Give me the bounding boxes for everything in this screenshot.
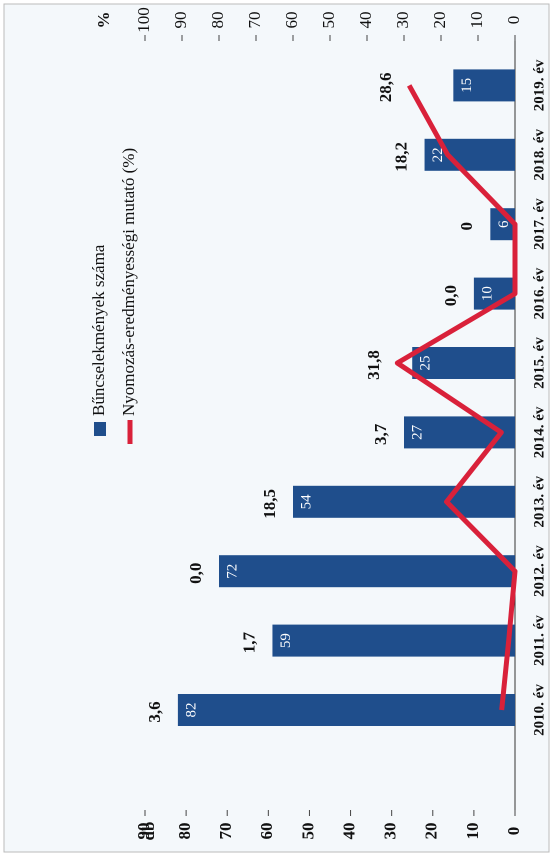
line-value-label: 3,7 xyxy=(371,423,390,445)
x-tick-label: 2015. év xyxy=(531,337,547,389)
bar-value-label: 22 xyxy=(430,147,446,162)
y-axis-label: db xyxy=(139,822,158,841)
y-tick-label: 60 xyxy=(257,823,276,840)
x-tick-label: 2010. év xyxy=(531,684,547,736)
line-value-label: 0,0 xyxy=(186,563,205,584)
line-value-label: 28,6 xyxy=(376,73,395,103)
y-tick-label: 80 xyxy=(175,823,194,840)
y-tick-label: 0 xyxy=(504,827,523,836)
bar-value-label: 59 xyxy=(278,633,294,648)
bar-value-label: 6 xyxy=(496,220,512,228)
bar-value-label: 25 xyxy=(418,356,434,371)
y2-tick-label: 80 xyxy=(208,12,227,29)
y2-tick-label: 70 xyxy=(245,12,264,29)
bar xyxy=(412,347,516,379)
x-tick-label: 2011. év xyxy=(531,615,547,666)
x-tick-label: 2013. év xyxy=(531,475,547,527)
rotated-chart: db % 01020304050607080900102030405060708… xyxy=(89,7,548,840)
line-value-label: 3,6 xyxy=(145,701,164,722)
bar-value-label: 72 xyxy=(224,564,240,579)
y-tick-label: 50 xyxy=(298,823,317,840)
y-tick-label: 30 xyxy=(381,823,400,840)
bar-value-label: 54 xyxy=(298,494,314,510)
y-tick-label: 90 xyxy=(134,823,153,840)
line-value-label: 1,7 xyxy=(239,631,258,653)
y2-axis-label: % xyxy=(94,12,113,29)
x-tick-label: 2014. év xyxy=(531,406,547,458)
x-tick-label: 2018. év xyxy=(531,128,547,180)
bar xyxy=(219,555,515,588)
y2-tick-label: 60 xyxy=(282,12,301,29)
bar-value-label: 10 xyxy=(479,286,495,301)
y2-tick-label: 10 xyxy=(467,12,486,29)
x-tick-label: 2012. év xyxy=(531,545,547,597)
y-tick-label: 10 xyxy=(463,823,482,840)
y-tick-label: 20 xyxy=(422,823,441,840)
legend-label: Nyomozás-eredményességi mutató (%) xyxy=(119,148,138,416)
y-tick-label: 70 xyxy=(216,823,235,840)
legend-swatch xyxy=(94,422,106,436)
y2-tick-label: 30 xyxy=(393,12,412,29)
line-value-label: 0,0 xyxy=(441,285,460,306)
bar xyxy=(272,624,516,657)
bar-value-label: 15 xyxy=(459,78,475,93)
bar-value-label: 27 xyxy=(409,424,425,440)
y2-tick-label: 100 xyxy=(134,7,153,33)
bar xyxy=(424,138,515,171)
line-value-label: 31,8 xyxy=(364,350,383,380)
bar xyxy=(177,694,515,726)
line-value-label: 18,2 xyxy=(391,142,410,172)
y2-tick-label: 50 xyxy=(319,12,338,29)
y-tick-label: 40 xyxy=(339,823,358,840)
bar xyxy=(293,485,515,518)
y2-tick-label: 0 xyxy=(504,16,523,25)
line xyxy=(394,84,518,711)
bar-value-label: 82 xyxy=(183,703,199,718)
x-tick-label: 2017. év xyxy=(531,198,547,250)
line-value-label: 18,5 xyxy=(260,489,279,519)
y2-tick-label: 90 xyxy=(171,12,190,29)
x-tick-label: 2019. év xyxy=(531,59,547,111)
x-tick-label: 2016. év xyxy=(531,267,547,319)
y2-tick-label: 40 xyxy=(356,12,375,29)
bar xyxy=(453,69,516,102)
line-value-label: 0 xyxy=(457,222,476,231)
legend-label: Bűncselekmények száma xyxy=(89,244,108,416)
y2-tick-label: 20 xyxy=(430,12,449,29)
